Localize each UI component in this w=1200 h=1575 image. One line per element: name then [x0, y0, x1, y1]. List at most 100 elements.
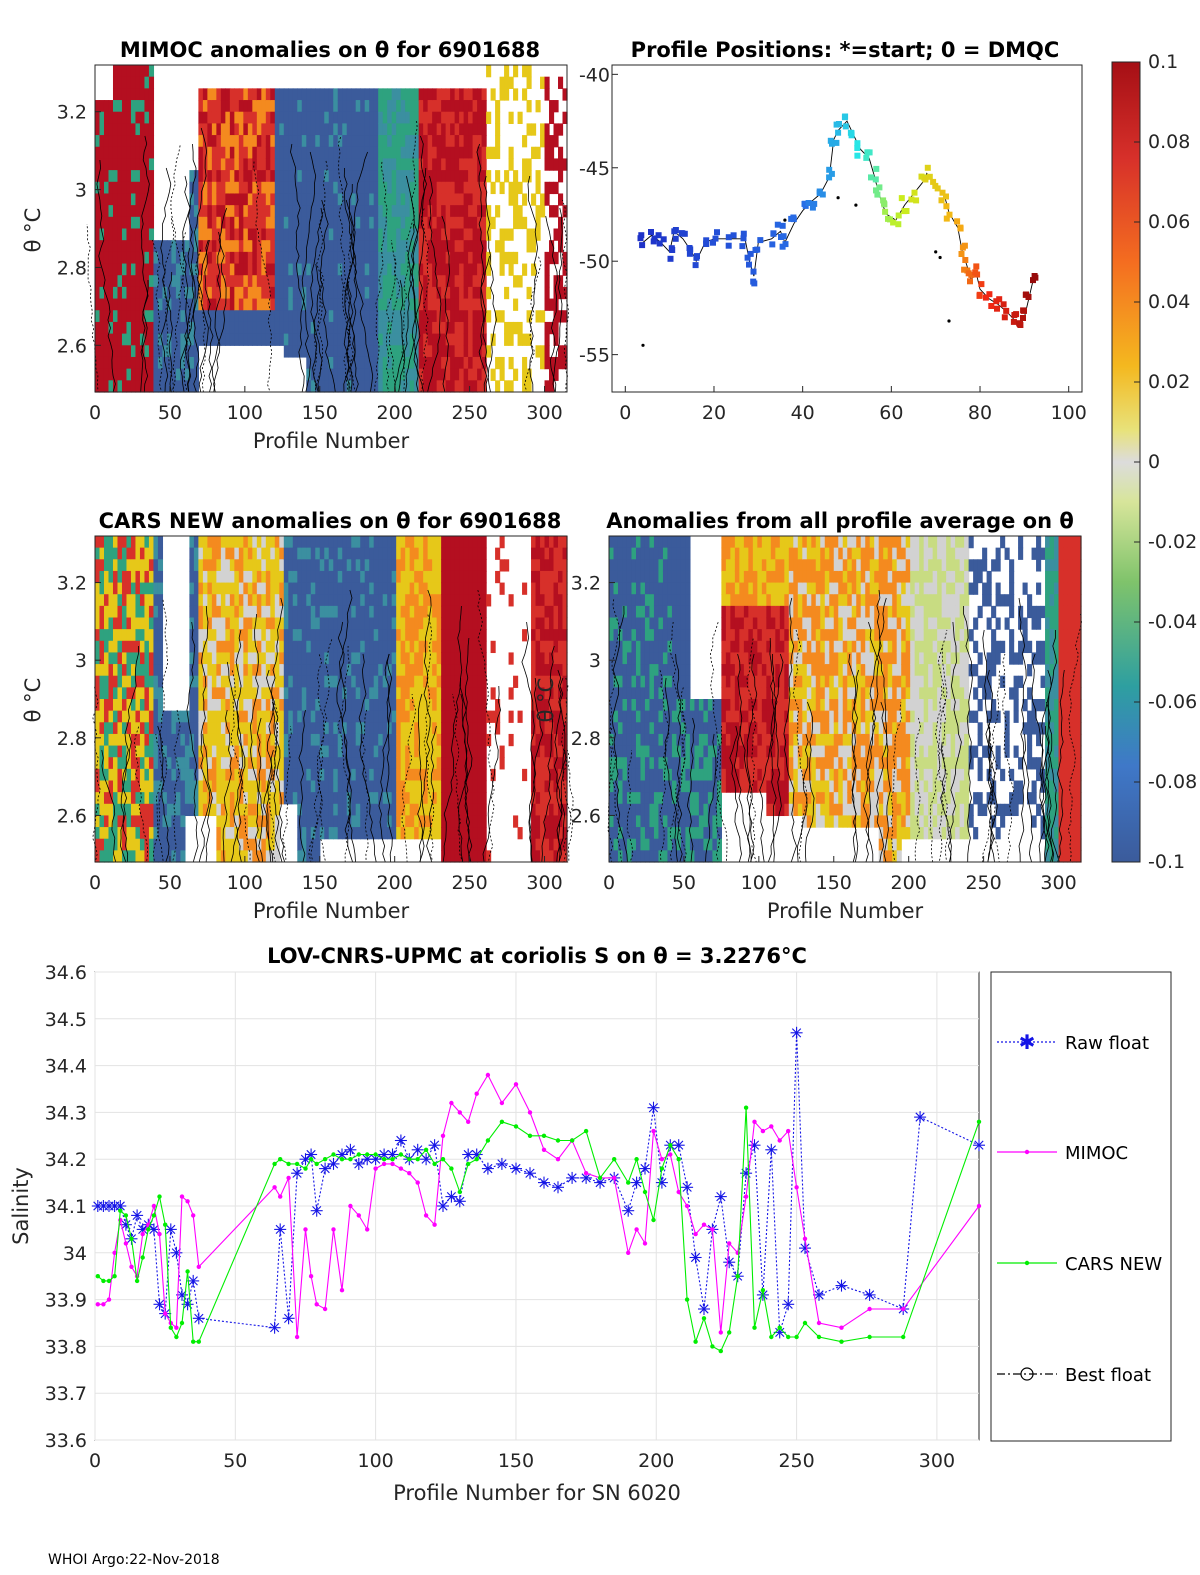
heatmap-cell — [234, 838, 240, 851]
heatmap-cell — [153, 240, 159, 253]
heatmap-cell — [423, 345, 429, 358]
heatmap-cell — [544, 815, 550, 828]
mimoc-anomaly-panel: MIMOC anomalies on θ for 6901688 0 50 100 1… — [21, 38, 570, 453]
heatmap-cell — [108, 850, 114, 863]
heatmap-cell — [220, 181, 226, 195]
colorbar-tick-label: 0.04 — [1148, 291, 1190, 313]
heatmap-cell — [432, 780, 438, 793]
heatmap-cell — [544, 275, 550, 288]
heatmap-cell — [243, 205, 249, 218]
heatmap-cell — [436, 310, 442, 323]
heatmap-cell — [211, 263, 217, 276]
heatmap-cell — [364, 722, 370, 735]
heatmap-cell — [229, 123, 235, 136]
heatmap-cell — [103, 559, 110, 572]
heatmap-cell — [306, 111, 312, 124]
heatmap-cell — [135, 310, 141, 323]
heatmap-cell — [373, 146, 379, 160]
heatmap-cell — [391, 559, 397, 572]
heatmap-cell — [171, 815, 177, 828]
heatmap-cell — [207, 710, 213, 723]
heatmap-cell — [153, 286, 159, 300]
profile-position-marker — [930, 178, 937, 185]
heatmap-cell — [247, 594, 253, 607]
heatmap-cell — [202, 88, 208, 101]
heatmap-cell — [252, 815, 258, 828]
heatmap-cell — [306, 345, 312, 358]
heatmap-cell — [216, 559, 222, 572]
heatmap-cell — [99, 275, 105, 288]
heatmap-cell — [387, 275, 393, 288]
heatmap-cell — [441, 263, 447, 276]
heatmap-cell — [202, 123, 208, 136]
heatmap-cell — [180, 838, 186, 851]
heatmap-cell — [211, 193, 217, 206]
heatmap-cell — [153, 570, 159, 584]
heatmap-cell — [220, 559, 226, 572]
heatmap-cell — [297, 675, 303, 688]
heatmap-cell — [337, 205, 343, 218]
heatmap-cell — [306, 559, 312, 572]
heatmap-cell — [531, 850, 537, 863]
heatmap-cell — [337, 240, 343, 253]
heatmap-cell — [157, 640, 164, 654]
heatmap-cell — [418, 88, 424, 101]
heatmap-cell — [454, 88, 460, 101]
heatmap-cell — [95, 240, 101, 253]
heatmap-cell — [166, 722, 173, 735]
heatmap-cell — [220, 780, 226, 793]
heatmap-cell — [342, 792, 348, 805]
heatmap-cell — [229, 745, 235, 758]
profile-position-marker — [725, 234, 732, 241]
heatmap-cell — [355, 321, 361, 335]
heatmap-cell — [103, 240, 110, 253]
heatmap-cell — [153, 380, 159, 393]
heatmap-cell — [166, 356, 173, 370]
heatmap-cell — [301, 617, 307, 630]
heatmap-cell — [481, 733, 487, 747]
heatmap-cell — [247, 88, 253, 101]
heatmap-cell — [468, 193, 474, 206]
heatmap-cell — [441, 582, 447, 595]
heatmap-cell — [319, 629, 325, 642]
profile-position-marker — [655, 232, 662, 239]
profile-position-marker — [656, 240, 663, 247]
heatmap-cell — [409, 193, 415, 206]
heatmap-cell — [247, 146, 253, 160]
heatmap-cell — [153, 582, 159, 595]
heatmap-cell — [427, 380, 433, 393]
heatmap-cell — [265, 146, 271, 160]
heatmap-cell — [364, 547, 370, 560]
heatmap-cell — [337, 368, 343, 381]
heatmap-cell — [265, 181, 271, 195]
heatmap-cell — [468, 699, 474, 712]
heatmap-cell — [117, 100, 123, 113]
heatmap-cell — [342, 617, 348, 630]
heatmap-cell — [333, 699, 339, 712]
heatmap-cell — [522, 368, 528, 381]
heatmap-cell — [220, 298, 226, 311]
heatmap-cell — [391, 123, 397, 136]
heatmap-cell — [126, 652, 132, 665]
heatmap-cell — [135, 768, 141, 782]
heatmap-cell — [427, 356, 433, 370]
heatmap-cell — [229, 216, 235, 230]
heatmap-cell — [346, 570, 352, 584]
heatmap-cell — [396, 146, 402, 160]
heatmap-cell — [144, 687, 150, 700]
heatmap-cell — [270, 803, 276, 817]
heatmap-cell — [207, 547, 213, 560]
heatmap-cell — [135, 65, 141, 78]
heatmap-cell — [337, 263, 343, 276]
heatmap-cell — [387, 687, 393, 700]
heatmap-cell — [175, 757, 182, 770]
heatmap-cell — [126, 605, 132, 619]
heatmap-cell — [265, 629, 271, 642]
heatmap-cell — [108, 228, 114, 241]
heatmap-cell — [463, 827, 469, 840]
heatmap-cell — [450, 170, 456, 183]
heatmap-cell — [306, 745, 312, 758]
heatmap-cell — [387, 629, 393, 642]
heatmap-cell — [486, 216, 492, 230]
heatmap-cell — [135, 710, 141, 723]
